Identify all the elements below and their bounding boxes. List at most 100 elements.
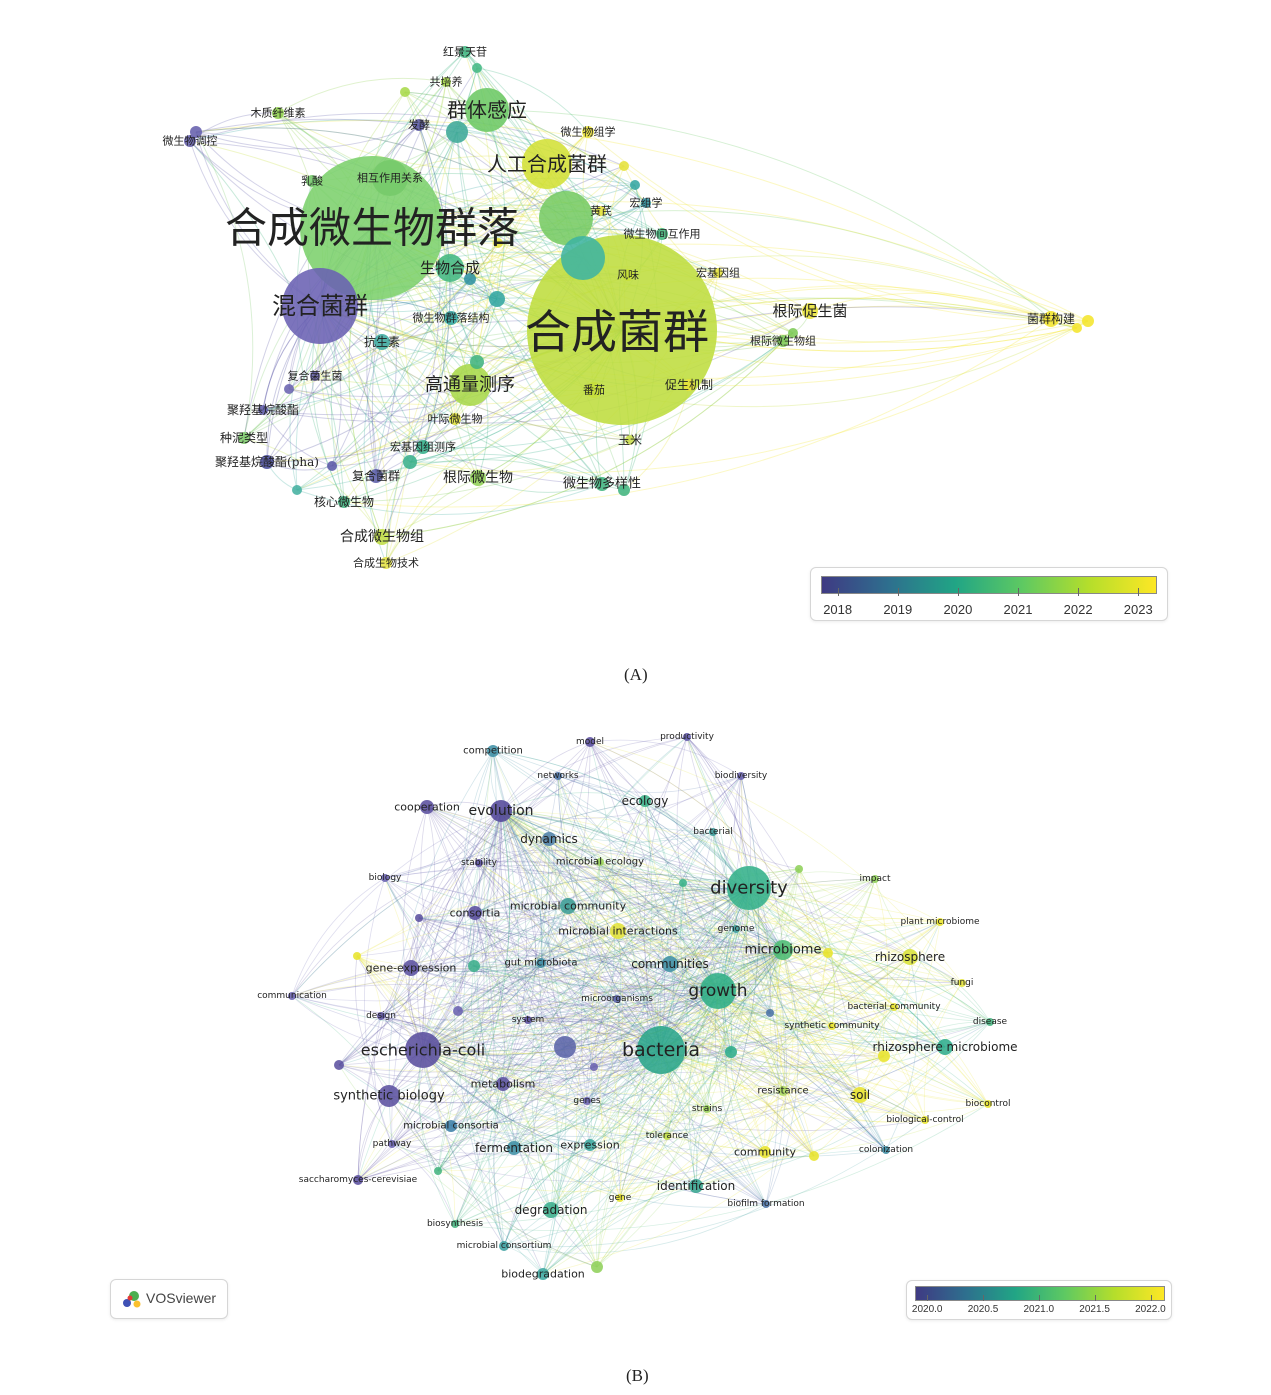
node-label: gut microbiota (504, 958, 577, 969)
minor-node (823, 948, 833, 958)
network-link (502, 1083, 708, 1118)
network-link (589, 741, 665, 1051)
network-link (410, 887, 750, 972)
network-link (500, 810, 527, 1085)
network-link (381, 446, 424, 538)
network-link (644, 800, 688, 1137)
network-link (599, 861, 895, 1008)
network-link (617, 920, 963, 984)
network-link (391, 1143, 456, 1225)
network-link (457, 927, 737, 1012)
node-label: genes (573, 1096, 600, 1106)
network-link (782, 949, 991, 1023)
network-link (542, 949, 784, 1275)
network-link (422, 1049, 505, 1247)
network-link (660, 1021, 991, 1068)
network-link (706, 878, 876, 1110)
network-link (364, 877, 393, 1145)
keyword-node (543, 1202, 559, 1218)
network-link (548, 838, 719, 992)
network-link (769, 956, 911, 1014)
network-link (492, 750, 815, 1157)
network-link (548, 838, 766, 1153)
node-label: 混合菌群 (272, 292, 368, 320)
network-link (391, 1143, 766, 1183)
network-link (384, 877, 529, 1021)
network-link (502, 1083, 697, 1187)
network-link (567, 905, 719, 992)
node-label: dynamics (520, 832, 578, 846)
network-link (748, 887, 991, 1023)
network-link (319, 243, 1089, 322)
network-link (410, 956, 911, 1008)
network-link (422, 1049, 697, 1187)
network-link (486, 109, 1052, 320)
minor-node (453, 1006, 463, 1016)
keyword-node (585, 737, 595, 747)
network-link (338, 990, 719, 1073)
network-link (586, 949, 784, 1102)
network-link (666, 1103, 989, 1152)
network-link (500, 810, 963, 984)
node-label: biocontrol (966, 1099, 1011, 1109)
network-link (357, 1152, 697, 1187)
minor-node (630, 180, 640, 190)
network-link (384, 877, 426, 1051)
network-link (513, 1046, 566, 1149)
network-link (550, 741, 616, 1211)
network-link (450, 949, 784, 1127)
network-link (500, 810, 771, 1014)
network-link (593, 1034, 885, 1068)
node-label: design (366, 1011, 396, 1021)
node-label: fungi (951, 978, 974, 988)
network-link (513, 878, 876, 1149)
keyword-node (310, 371, 320, 381)
network-link (410, 884, 750, 969)
minor-node (472, 63, 482, 73)
network-link (542, 1055, 885, 1275)
network-link (422, 831, 714, 1051)
network-link (380, 887, 750, 1017)
node-label: 高通量测序 (425, 375, 515, 396)
network-link (616, 831, 714, 1000)
nodes-b (288, 733, 994, 1280)
network-link (500, 810, 737, 930)
network-link (473, 898, 941, 967)
network-link (474, 912, 885, 1057)
network-link (540, 931, 829, 964)
network-link (500, 810, 622, 1199)
network-link (426, 806, 887, 1151)
network-link (660, 775, 743, 1051)
network-link (422, 949, 784, 1053)
network-link (357, 1125, 668, 1181)
network-link (557, 775, 719, 992)
network-link (450, 838, 550, 1127)
network-link (422, 736, 688, 1051)
network-link (418, 917, 887, 1151)
network-link (593, 956, 911, 1068)
keyword-node (374, 334, 390, 350)
network-link (262, 409, 333, 467)
network-link (426, 806, 861, 1096)
network-link (542, 800, 653, 1275)
network-link (426, 806, 767, 1205)
node-label: microbial consortia (403, 1121, 498, 1132)
network-link (422, 878, 876, 1051)
minor-node (561, 236, 605, 280)
minor-node (400, 87, 410, 97)
keyword-node (300, 156, 444, 300)
network-link (723, 928, 767, 1205)
network-link (291, 810, 502, 997)
network-link (599, 861, 784, 951)
keyword-node (496, 1077, 510, 1091)
network-link (418, 905, 991, 1023)
network-link (331, 424, 631, 467)
network-link (437, 949, 784, 1172)
nodes-a (184, 46, 1094, 569)
network-link (380, 810, 502, 1017)
keyword-node (536, 958, 546, 968)
network-link (695, 952, 829, 1187)
network-link (500, 810, 662, 1051)
network-link (813, 921, 941, 1157)
network-link (426, 806, 595, 1068)
